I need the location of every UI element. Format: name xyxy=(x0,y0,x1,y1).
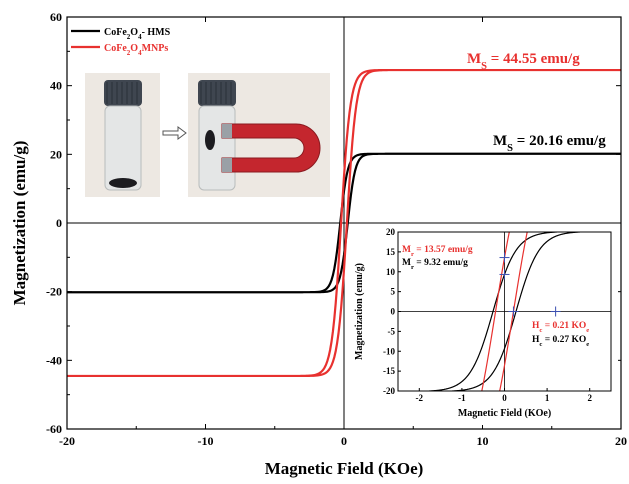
y-tick-label: 40 xyxy=(50,79,62,93)
x-tick-label: 0 xyxy=(341,434,347,448)
inset-y-tick-label: 10 xyxy=(386,267,396,277)
inset-y-tick-label: 15 xyxy=(386,247,396,257)
inset-y-tick-label: -20 xyxy=(383,386,395,396)
inset-x-tick-label: -1 xyxy=(458,393,466,403)
y-tick-label: 0 xyxy=(56,216,62,230)
y-tick-label: -40 xyxy=(46,353,62,367)
vial-cap xyxy=(198,80,236,106)
vial-glass xyxy=(104,105,142,191)
ms-annotation-hms: MS = 20.16 emu/g xyxy=(493,133,606,154)
attracted-particles xyxy=(205,130,215,150)
mr-annotation-hms: Mr = 9.32 emu/g xyxy=(402,258,468,271)
magnet-pole xyxy=(222,158,232,172)
inset-x-axis-title: Magnetic Field (KOe) xyxy=(458,408,551,419)
magnet-pole xyxy=(222,124,232,138)
inset-y-tick-label: -10 xyxy=(383,346,395,356)
inset-background xyxy=(350,225,618,425)
legend: CoFe2O4- HMS CoFe2O4MNPs xyxy=(71,27,171,57)
inset-y-tick-label: 5 xyxy=(391,287,396,297)
ms-annotation-mnps: MS = 44.55 emu/g xyxy=(467,51,580,72)
x-tick-label: 20 xyxy=(615,434,627,448)
x-axis-title: Magnetic Field (KOe) xyxy=(265,459,424,478)
horseshoe-magnet-icon xyxy=(221,123,321,173)
inset-y-tick-label: 0 xyxy=(391,307,396,317)
inset-x-tick-label: -2 xyxy=(416,393,424,403)
mr-annotation-mnps: Mr = 13.57 emu/g xyxy=(402,245,473,258)
x-tick-label: 10 xyxy=(477,434,489,448)
vial-glass xyxy=(198,105,236,191)
inset-y-tick-label: -15 xyxy=(383,366,395,376)
inset-x-tick-label: 0 xyxy=(502,393,507,403)
y-axis-title: Magnetization (emu/g) xyxy=(10,141,29,306)
inset-x-tick-label: 2 xyxy=(587,393,592,403)
x-tick-label: -20 xyxy=(59,434,75,448)
legend-label-1: CoFe2O4MNPs xyxy=(104,43,168,57)
y-tick-label: 60 xyxy=(50,10,62,24)
x-tick-label: -10 xyxy=(198,434,214,448)
inset-y-tick-label: 20 xyxy=(386,227,396,237)
y-tick-label: 20 xyxy=(50,147,62,161)
hysteresis-loop-mnps xyxy=(67,68,621,378)
vial-cap xyxy=(104,80,142,106)
hysteresis-loop-hms xyxy=(67,152,621,294)
hc-annotation-mnps: Hc = 0.21 KOe xyxy=(532,321,589,334)
arrow-icon xyxy=(162,126,187,140)
legend-label-0: CoFe2O4- HMS xyxy=(104,27,171,41)
inset-y-tick-label: -5 xyxy=(388,326,396,336)
inset-x-tick-label: 1 xyxy=(545,393,550,403)
inset-y-axis-title: Magnetization (emu/g) xyxy=(354,263,365,360)
y-tick-label: -60 xyxy=(46,422,62,436)
settled-particles xyxy=(109,178,137,188)
y-tick-label: -20 xyxy=(46,285,62,299)
hc-annotation-hms: Hc = 0.27 KOe xyxy=(532,335,589,348)
photos xyxy=(85,73,330,197)
